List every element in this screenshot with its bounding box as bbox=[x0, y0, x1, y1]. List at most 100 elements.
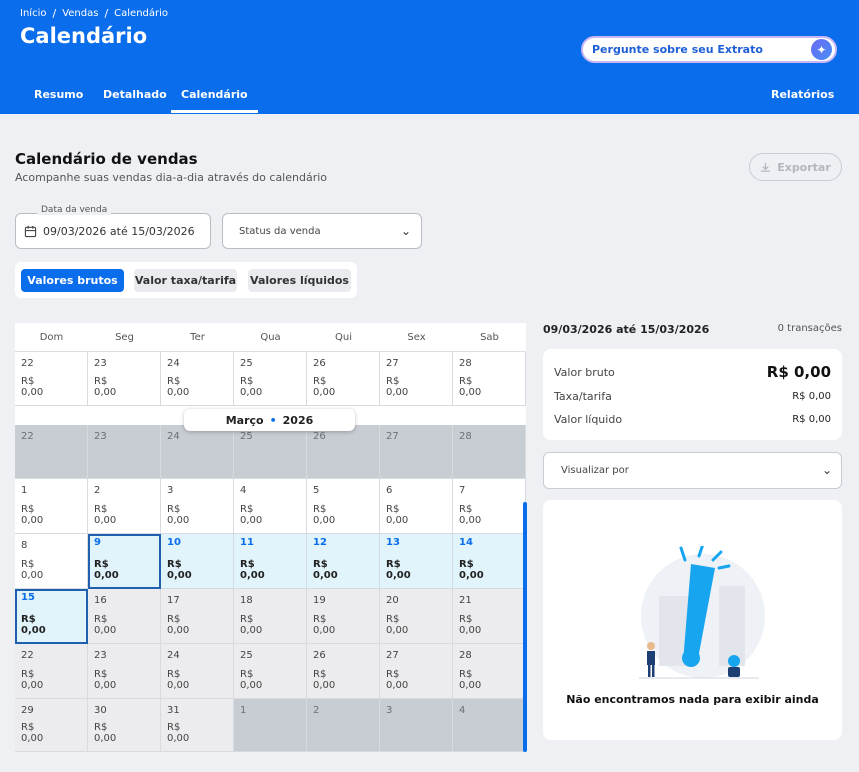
day-currency: R$ bbox=[21, 722, 35, 733]
calendar-day-cell[interactable]: 10 R$ 0,00 bbox=[161, 534, 234, 589]
day-currency: R$ bbox=[313, 376, 327, 387]
calendar-day-cell[interactable]: 6 R$ 0,00 bbox=[380, 479, 453, 534]
day-value: 0,00 bbox=[459, 680, 482, 691]
calendar-day-cell[interactable]: 22 R$ 0,00 bbox=[15, 644, 88, 699]
calendar-day-cell[interactable]: 27 R$ 0,00 bbox=[380, 352, 453, 406]
calendar-day-cell[interactable]: 8 R$ 0,00 bbox=[15, 534, 88, 589]
tab-resumo[interactable]: Resumo bbox=[34, 88, 84, 101]
calendar-scrollbar[interactable] bbox=[523, 502, 527, 752]
calendar-day-cell[interactable]: 16 R$ 0,00 bbox=[88, 589, 161, 644]
calendar-day-cell[interactable]: 7 R$ 0,00 bbox=[453, 479, 526, 534]
day-amount: R$ 0,00 bbox=[240, 669, 262, 691]
calendar-day-cell[interactable]: 12 R$ 0,00 bbox=[307, 534, 380, 589]
tab-relatorios[interactable]: Relatórios bbox=[771, 88, 835, 101]
calendar-day-cell[interactable]: 20 R$ 0,00 bbox=[380, 589, 453, 644]
calendar-day-cell[interactable]: 2 R$ 0,00 bbox=[88, 479, 161, 534]
day-currency: R$ bbox=[240, 559, 255, 570]
day-value: 0,00 bbox=[94, 625, 117, 636]
calendar-day-cell[interactable]: 13 R$ 0,00 bbox=[380, 534, 453, 589]
day-number: 7 bbox=[459, 485, 466, 496]
calendar-day-cell[interactable]: 30 R$ 0,00 bbox=[88, 699, 161, 752]
day-value: 0,00 bbox=[386, 570, 411, 581]
day-value: 0,00 bbox=[313, 625, 336, 636]
day-number: 2 bbox=[313, 705, 320, 716]
calendar-day-cell[interactable]: 1 bbox=[234, 699, 307, 752]
day-number: 27 bbox=[386, 431, 399, 442]
breadcrumb-vendas[interactable]: Vendas bbox=[62, 8, 99, 19]
day-currency: R$ bbox=[240, 669, 254, 680]
day-number: 19 bbox=[313, 595, 326, 606]
weekday-header: Sab bbox=[480, 331, 499, 343]
calendar-day-cell[interactable]: 3 bbox=[380, 699, 453, 752]
day-value: 0,00 bbox=[167, 733, 190, 744]
calendar-day-cell: 22 bbox=[15, 425, 88, 479]
calendar-day-cell[interactable]: 19 R$ 0,00 bbox=[307, 589, 380, 644]
day-amount: R$ 0,00 bbox=[459, 669, 481, 691]
day-number: 25 bbox=[240, 650, 253, 661]
top-header: Início / Vendas / Calendário Calendário … bbox=[0, 0, 859, 114]
empty-state: Não encontramos nada para exibir ainda bbox=[543, 500, 842, 740]
calendar-day-cell[interactable]: 31 R$ 0,00 bbox=[161, 699, 234, 752]
day-number: 26 bbox=[313, 431, 326, 442]
tab-detalhado[interactable]: Detalhado bbox=[103, 88, 167, 101]
sparkle-icon[interactable]: ✦ bbox=[811, 39, 832, 60]
calendar-day-cell[interactable]: 27 R$ 0,00 bbox=[380, 644, 453, 699]
calendar-day-cell: 25 bbox=[234, 425, 307, 479]
day-number: 22 bbox=[21, 431, 34, 442]
day-amount: R$ 0,00 bbox=[386, 559, 411, 581]
calendar-day-cell[interactable]: 26 R$ 0,00 bbox=[307, 352, 380, 406]
day-amount: R$ 0,00 bbox=[94, 722, 116, 744]
status-select[interactable]: Status da venda ⌄ bbox=[222, 213, 422, 249]
calendar-day-cell[interactable]: 24 R$ 0,00 bbox=[161, 644, 234, 699]
calendar-day-cell[interactable]: 15 R$ 0,00 bbox=[15, 589, 88, 644]
calendar-day-cell[interactable]: 23 R$ 0,00 bbox=[88, 352, 161, 406]
export-button[interactable]: Exportar bbox=[749, 153, 842, 181]
bruto-label: Valor bruto bbox=[554, 365, 615, 379]
day-currency: R$ bbox=[94, 559, 109, 570]
day-number: 25 bbox=[240, 358, 253, 369]
day-value: 0,00 bbox=[386, 387, 409, 398]
calendar-day-cell[interactable]: 9 R$ 0,00 bbox=[88, 534, 161, 589]
calendar-day-cell[interactable]: 1 R$ 0,00 bbox=[15, 479, 88, 534]
date-range-field[interactable]: 09/03/2026 até 15/03/2026 bbox=[15, 213, 211, 249]
calendar-day-cell[interactable]: 4 R$ 0,00 bbox=[234, 479, 307, 534]
calendar-day-cell[interactable]: 24 R$ 0,00 bbox=[161, 352, 234, 406]
day-value: 0,00 bbox=[94, 387, 117, 398]
calendar-day-cell[interactable]: 26 R$ 0,00 bbox=[307, 644, 380, 699]
calendar-day-cell: 23 bbox=[88, 425, 161, 479]
calendar-day-cell[interactable]: 5 R$ 0,00 bbox=[307, 479, 380, 534]
calendar-day-cell[interactable]: 25 R$ 0,00 bbox=[234, 644, 307, 699]
calendar-day-cell[interactable]: 23 R$ 0,00 bbox=[88, 644, 161, 699]
calendar-day-cell[interactable]: 22 R$ 0,00 bbox=[15, 352, 88, 406]
calendar-day-cell[interactable]: 18 R$ 0,00 bbox=[234, 589, 307, 644]
calendar-day-cell[interactable]: 2 bbox=[307, 699, 380, 752]
breadcrumb-inicio[interactable]: Início bbox=[20, 8, 47, 19]
day-value: 0,00 bbox=[167, 625, 190, 636]
day-number: 18 bbox=[240, 595, 253, 606]
value-mode-toggle: Valores brutos Valor taxa/tarifa Valores… bbox=[15, 262, 357, 298]
calendar-day-cell[interactable]: 4 bbox=[453, 699, 526, 752]
calendar-day-cell[interactable]: 29 R$ 0,00 bbox=[15, 699, 88, 752]
valores-liquidos-button[interactable]: Valores líquidos bbox=[248, 269, 351, 292]
day-currency: R$ bbox=[386, 669, 400, 680]
valores-brutos-button[interactable]: Valores brutos bbox=[21, 269, 124, 292]
day-amount: R$ 0,00 bbox=[313, 614, 335, 636]
day-value: 0,00 bbox=[240, 680, 263, 691]
day-amount: R$ 0,00 bbox=[386, 504, 408, 526]
calendar-day-cell[interactable]: 17 R$ 0,00 bbox=[161, 589, 234, 644]
day-amount: R$ 0,00 bbox=[21, 614, 46, 636]
calendar-day-cell[interactable]: 11 R$ 0,00 bbox=[234, 534, 307, 589]
calendar-day-cell[interactable]: 25 R$ 0,00 bbox=[234, 352, 307, 406]
valor-taxa-button[interactable]: Valor taxa/tarifa bbox=[134, 269, 237, 292]
view-by-select[interactable]: Visualizar por ⌄ bbox=[543, 452, 842, 489]
day-number: 13 bbox=[386, 537, 400, 548]
tab-calendario[interactable]: Calendário bbox=[171, 88, 258, 113]
calendar-day-cell[interactable]: 14 R$ 0,00 bbox=[453, 534, 526, 589]
calendar-day-cell[interactable]: 28 R$ 0,00 bbox=[453, 644, 526, 699]
breadcrumb-separator: / bbox=[104, 7, 109, 20]
ask-extrato-input[interactable]: Pergunte sobre seu Extrato ✦ bbox=[581, 36, 837, 63]
calendar-day-cell[interactable]: 28 R$ 0,00 bbox=[453, 352, 526, 406]
calendar-day-cell[interactable]: 3 R$ 0,00 bbox=[161, 479, 234, 534]
day-value: 0,00 bbox=[94, 570, 119, 581]
calendar-day-cell[interactable]: 21 R$ 0,00 bbox=[453, 589, 526, 644]
